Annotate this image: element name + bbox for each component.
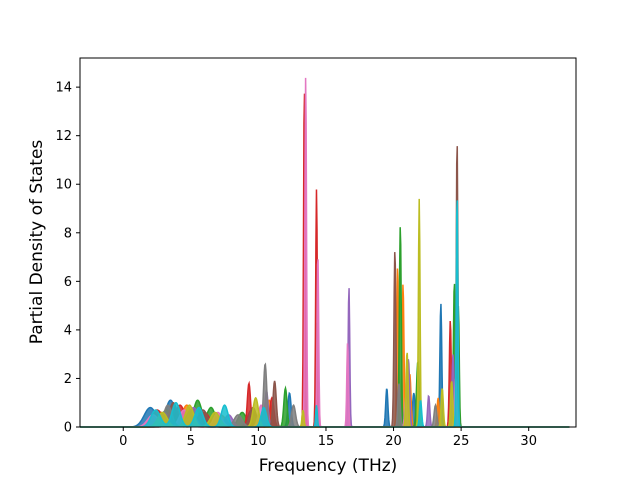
series-9-line: [80, 200, 570, 428]
series-0-line: [80, 303, 570, 428]
series-2-area: [80, 227, 570, 427]
y-tick-label: 2: [64, 372, 72, 387]
series-0-area: [80, 303, 570, 427]
series-6-line: [80, 77, 570, 428]
x-axis-label: Frequency (THz): [259, 456, 398, 476]
plot-frame: [79, 57, 577, 428]
series-1-area: [80, 268, 570, 427]
series-5-line: [80, 146, 570, 428]
series-9-area: [80, 200, 570, 427]
series-6-area: [80, 77, 570, 427]
x-tick-label: 5: [187, 434, 195, 449]
series-1-line: [80, 268, 570, 428]
series-2-line: [80, 227, 570, 428]
y-axis-label: Partial Density of States: [27, 140, 47, 345]
series-layer: [80, 77, 570, 428]
x-tick-label: 0: [119, 434, 127, 449]
x-axis: 0 5 10 15 20 25 30: [119, 427, 537, 449]
y-axis: 0 2 4 6 8 10 12 14: [55, 81, 80, 436]
y-tick-label: 8: [64, 226, 72, 241]
x-tick-label: 15: [318, 434, 335, 449]
x-tick-label: 25: [453, 434, 470, 449]
series-3-line: [80, 93, 570, 428]
series-8-area: [80, 198, 570, 427]
y-tick-label: 14: [55, 81, 72, 96]
series-8-line: [80, 198, 570, 428]
x-tick-label: 10: [250, 434, 267, 449]
series-5-area: [80, 146, 570, 428]
y-tick-label: 10: [55, 178, 72, 193]
y-tick-label: 6: [64, 275, 72, 290]
y-tick-label: 12: [55, 129, 72, 144]
x-tick-label: 20: [385, 434, 402, 449]
y-tick-label: 4: [64, 323, 72, 338]
series-4-line: [80, 288, 570, 428]
x-tick-label: 30: [520, 434, 537, 449]
series-3-area: [80, 93, 570, 428]
series-4-area: [80, 288, 570, 427]
y-tick-label: 0: [64, 421, 72, 436]
